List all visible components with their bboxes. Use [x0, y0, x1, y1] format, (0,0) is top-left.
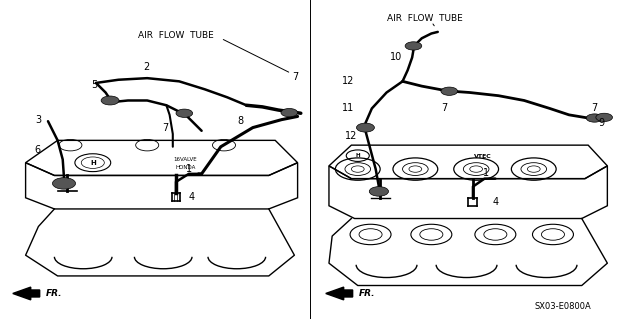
Text: 8: 8 [237, 116, 243, 126]
Text: 16VALVE: 16VALVE [174, 157, 197, 162]
Text: VTEC: VTEC [474, 154, 492, 159]
Text: AIR  FLOW  TUBE: AIR FLOW TUBE [138, 31, 214, 40]
Text: 12: 12 [345, 130, 358, 141]
Circle shape [596, 113, 612, 122]
Circle shape [101, 96, 119, 105]
Text: 7: 7 [441, 103, 447, 114]
FancyArrow shape [13, 287, 40, 300]
Circle shape [176, 109, 193, 117]
FancyArrow shape [326, 287, 353, 300]
Text: SX03-E0800A: SX03-E0800A [535, 302, 591, 311]
Text: 6: 6 [34, 145, 40, 155]
Text: H: H [355, 153, 360, 158]
Circle shape [586, 114, 603, 122]
Circle shape [369, 187, 388, 196]
Text: HONDA: HONDA [175, 165, 196, 170]
Text: H: H [90, 160, 95, 166]
Circle shape [356, 123, 374, 132]
Text: 1: 1 [186, 164, 192, 174]
Text: 7: 7 [292, 71, 299, 82]
Circle shape [441, 87, 458, 95]
Circle shape [52, 178, 76, 189]
Text: 4: 4 [189, 192, 195, 202]
Text: AIR  FLOW  TUBE: AIR FLOW TUBE [387, 14, 463, 23]
Text: 1: 1 [483, 168, 489, 178]
Text: FR.: FR. [46, 289, 63, 298]
Text: 12: 12 [342, 76, 355, 86]
Text: 3: 3 [35, 115, 42, 125]
Text: FR.: FR. [359, 289, 376, 298]
Text: 7: 7 [162, 122, 168, 133]
Text: 2: 2 [143, 62, 149, 72]
Circle shape [405, 42, 422, 50]
Text: 9: 9 [598, 118, 604, 128]
Circle shape [281, 108, 298, 117]
Text: 4: 4 [492, 197, 499, 207]
Text: 5: 5 [92, 79, 98, 90]
Text: 11: 11 [342, 103, 355, 114]
Text: 7: 7 [591, 103, 598, 114]
Text: 10: 10 [390, 52, 403, 63]
